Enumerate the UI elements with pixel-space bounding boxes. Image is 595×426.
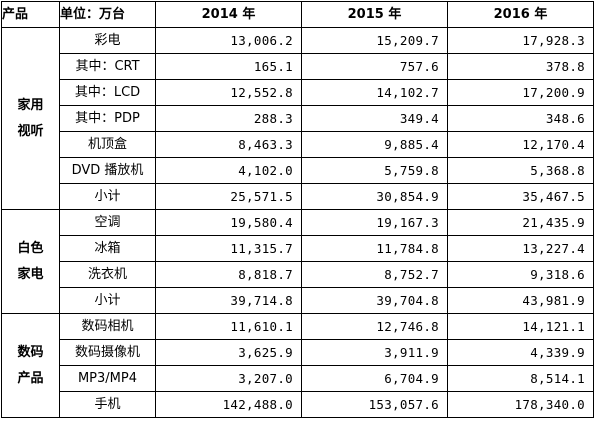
value-cell: 378.8 — [447, 53, 594, 80]
item-cell: 其中：LCD — [59, 79, 156, 106]
table-row: 其中：LCD 12,552.8 14,102.7 17,200.9 — [2, 79, 594, 106]
value-cell: 11,315.7 — [155, 235, 302, 262]
value-cell: 19,580.4 — [155, 209, 302, 236]
item-cell: 手机 — [59, 391, 156, 418]
table-row: 家用视听 彩电 13,006.2 15,209.7 17,928.3 — [1, 27, 594, 210]
value-cell: 8,818.7 — [155, 261, 302, 288]
item-cell: MP3/MP4 — [59, 365, 156, 392]
item-cell: 其中：CRT — [59, 53, 156, 80]
item-cell: DVD 播放机 — [59, 157, 156, 184]
value-cell: 348.6 — [447, 105, 594, 132]
value-cell: 11,784.8 — [301, 235, 448, 262]
table-row: 数码产品 数码相机 11,610.1 12,746.8 14,121.1 — [1, 313, 594, 418]
table-row: 小计 39,714.8 39,704.8 43,981.9 — [2, 287, 594, 314]
table-row: DVD 播放机 4,102.0 5,759.8 5,368.8 — [2, 157, 594, 184]
value-cell: 21,435.9 — [447, 209, 594, 236]
value-cell: 288.3 — [155, 105, 302, 132]
header-year-2016: 2016 年 — [447, 1, 594, 28]
value-cell: 14,102.7 — [301, 79, 448, 106]
header-year-2014: 2014 年 — [155, 1, 302, 28]
value-cell: 8,752.7 — [301, 261, 448, 288]
value-cell: 13,227.4 — [447, 235, 594, 262]
value-cell: 17,928.3 — [447, 27, 594, 54]
value-cell: 142,488.0 — [155, 391, 302, 418]
table-header: 产品 单位：万台 2014 年 2015 年 2016 年 — [1, 1, 594, 28]
value-cell: 14,121.1 — [447, 313, 594, 340]
table-row: 洗衣机 8,818.7 8,752.7 9,318.6 — [2, 261, 594, 288]
category-label: 家用视听 — [17, 97, 44, 139]
table-row: MP3/MP4 3,207.0 6,704.9 8,514.1 — [2, 365, 594, 392]
item-cell: 空调 — [59, 209, 156, 236]
item-cell: 彩电 — [59, 27, 156, 54]
table-row: 机顶盒 8,463.3 9,885.4 12,170.4 — [2, 131, 594, 158]
table-row: 手机 142,488.0 153,057.6 178,340.0 — [2, 391, 594, 418]
value-cell: 349.4 — [301, 105, 448, 132]
value-cell: 8,514.1 — [447, 365, 594, 392]
value-cell: 39,704.8 — [301, 287, 448, 314]
table-row: 冰箱 11,315.7 11,784.8 13,227.4 — [2, 235, 594, 262]
value-cell: 4,339.9 — [447, 339, 594, 366]
production-table: 产品 单位：万台 2014 年 2015 年 2016 年 家用视听 彩电 13,0… — [1, 1, 594, 418]
header-year-2015: 2015 年 — [301, 1, 448, 28]
item-cell: 其中：PDP — [59, 105, 156, 132]
value-cell: 9,318.6 — [447, 261, 594, 288]
value-cell: 8,463.3 — [155, 131, 302, 158]
item-cell: 冰箱 — [59, 235, 156, 262]
item-cell: 小计 — [59, 287, 156, 314]
value-cell: 165.1 — [155, 53, 302, 80]
item-cell: 数码相机 — [59, 313, 156, 340]
table-row: 小计 25,571.5 30,854.9 35,467.5 — [2, 183, 594, 210]
value-cell: 43,981.9 — [447, 287, 594, 314]
value-cell: 12,552.8 — [155, 79, 302, 106]
value-cell: 757.6 — [301, 53, 448, 80]
category-label: 数码产品 — [17, 344, 44, 386]
value-cell: 153,057.6 — [301, 391, 448, 418]
item-cell: 数码摄像机 — [59, 339, 156, 366]
value-cell: 30,854.9 — [301, 183, 448, 210]
value-cell: 15,209.7 — [301, 27, 448, 54]
category-label: 白色家电 — [17, 240, 44, 282]
table-row: 其中：PDP 288.3 349.4 348.6 — [2, 105, 594, 132]
value-cell: 13,006.2 — [155, 27, 302, 54]
value-cell: 25,571.5 — [155, 183, 302, 210]
value-cell: 4,102.0 — [155, 157, 302, 184]
value-cell: 178,340.0 — [447, 391, 594, 418]
value-cell: 19,167.3 — [301, 209, 448, 236]
value-cell: 12,746.8 — [301, 313, 448, 340]
value-cell: 11,610.1 — [155, 313, 302, 340]
category-cell: 白色家电 — [1, 209, 60, 314]
value-cell: 5,368.8 — [447, 157, 594, 184]
header-unit: 单位：万台 — [59, 1, 156, 28]
header-product: 产品 — [1, 1, 60, 28]
header-row: 产品 单位：万台 2014 年 2015 年 2016 年 — [1, 1, 594, 28]
item-cell: 小计 — [59, 183, 156, 210]
item-cell: 洗衣机 — [59, 261, 156, 288]
table-body: 家用视听 彩电 13,006.2 15,209.7 17,928.3 其中：CRT 165.… — [1, 27, 594, 418]
table-row: 数码摄像机 3,625.9 3,911.9 4,339.9 — [2, 339, 594, 366]
category-cell: 家用视听 — [1, 27, 60, 210]
value-cell: 9,885.4 — [301, 131, 448, 158]
category-cell: 数码产品 — [1, 313, 60, 418]
value-cell: 6,704.9 — [301, 365, 448, 392]
value-cell: 3,911.9 — [301, 339, 448, 366]
table-row: 白色家电 空调 19,580.4 19,167.3 21,435.9 — [1, 209, 594, 314]
value-cell: 35,467.5 — [447, 183, 594, 210]
table-row: 其中：CRT 165.1 757.6 378.8 — [2, 53, 594, 80]
value-cell: 17,200.9 — [447, 79, 594, 106]
value-cell: 39,714.8 — [155, 287, 302, 314]
value-cell: 12,170.4 — [447, 131, 594, 158]
item-cell: 机顶盒 — [59, 131, 156, 158]
value-cell: 3,207.0 — [155, 365, 302, 392]
value-cell: 3,625.9 — [155, 339, 302, 366]
value-cell: 5,759.8 — [301, 157, 448, 184]
